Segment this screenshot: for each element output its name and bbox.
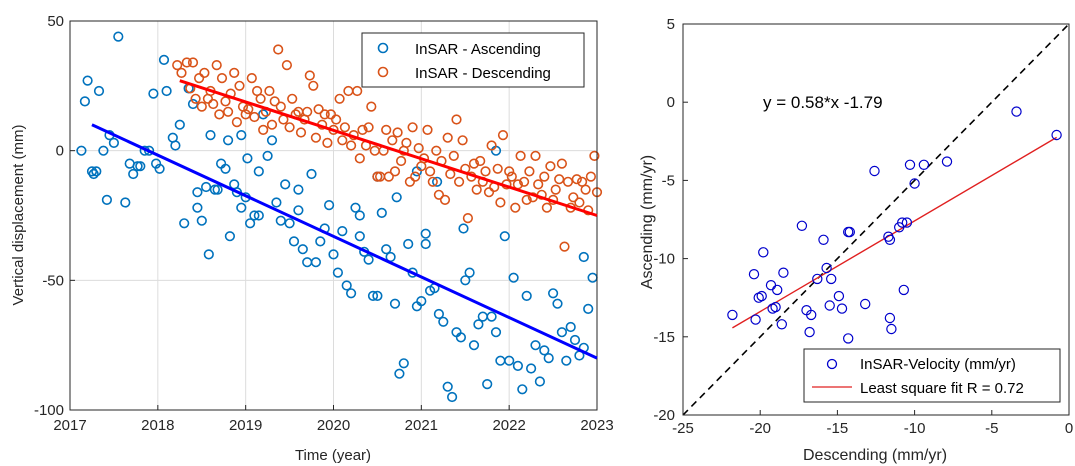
right-x-tick-label: -20 — [749, 420, 771, 437]
left-chart: 2017 2018 2019 2020 2021 2022 2023 -100 -50 0 50 T… — [10, 13, 614, 464]
right-xlabel: Descending (mm/yr) — [803, 447, 947, 464]
left-x-tick-label: 2021 — [405, 417, 438, 434]
regression-equation: y = 0.58*x -1.79 — [763, 93, 883, 112]
left-y-tick-label: -50 — [42, 272, 64, 289]
left-x-tick-label: 2019 — [229, 417, 262, 434]
right-x-tick-label: 0 — [1065, 420, 1073, 437]
left-y-tick-label: 50 — [47, 13, 64, 30]
right-y-tick-label: 0 — [667, 94, 675, 111]
right-y-tick-label: -5 — [662, 172, 675, 189]
legend-label-velocity: InSAR-Velocity (mm/yr) — [860, 356, 1016, 373]
left-x-tick-label: 2017 — [53, 417, 86, 434]
right-y-tick-label: -10 — [653, 251, 675, 268]
left-x-tick-label: 2022 — [492, 417, 525, 434]
right-x-tick-label: -5 — [985, 420, 998, 437]
left-x-tick-label: 2023 — [580, 417, 613, 434]
left-x-tick-label: 2018 — [141, 417, 174, 434]
left-x-tick-label: 2020 — [317, 417, 350, 434]
left-legend: InSAR - Ascending InSAR - Descending — [362, 33, 584, 87]
legend-label-lsfit: Least square fit R = 0.72 — [860, 380, 1024, 397]
right-x-tick-label: -10 — [904, 420, 926, 437]
legend-label-descending: InSAR - Descending — [415, 65, 551, 82]
right-chart: -25 -20 -15 -10 -5 0-20-15-10-505 y = 0.58*x … — [639, 16, 1073, 464]
right-y-tick-label: -15 — [653, 329, 675, 346]
left-y-tick-label: -100 — [34, 402, 64, 419]
left-ylabel: Vertical displacement (mm) — [10, 125, 27, 306]
right-y-tick-label: -20 — [653, 407, 675, 424]
right-x-tick-label: -25 — [672, 420, 694, 437]
legend-label-ascending: InSAR - Ascending — [415, 41, 541, 58]
right-y-tick-label: 5 — [667, 16, 675, 33]
left-xlabel: Time (year) — [295, 447, 371, 464]
right-x-tick-label: -15 — [827, 420, 849, 437]
left-y-tick-label: 0 — [56, 143, 64, 160]
right-legend: InSAR-Velocity (mm/yr) Least square fit … — [804, 349, 1060, 402]
right-ylabel: Ascending (mm/yr) — [639, 155, 656, 289]
